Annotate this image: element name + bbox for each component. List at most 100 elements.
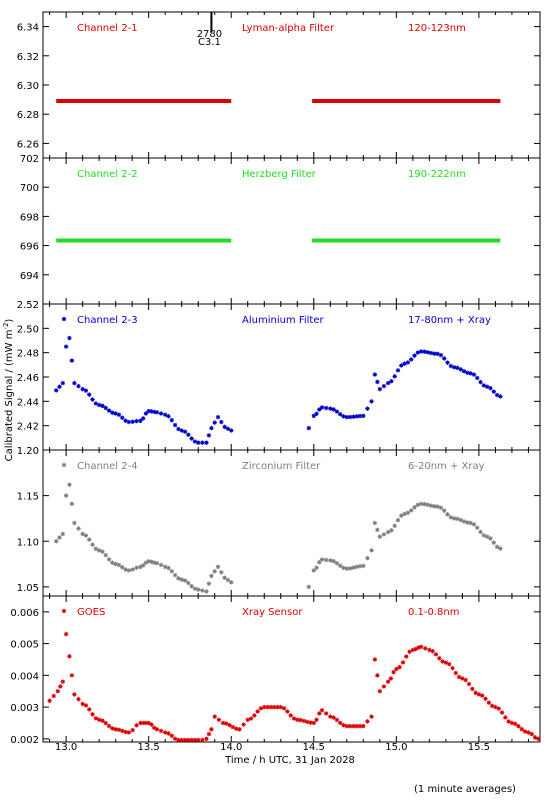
data-point [192,586,198,591]
data-point [430,648,435,654]
data-point [344,566,350,571]
data-point [69,358,75,363]
data-point [113,411,118,416]
panel-1: 6.26 6.28 6.30 6.32 6.34 Channel 2-1 Lyman-alp… [17,11,541,159]
channel-label: Channel 2-1 [77,23,138,34]
data-point [470,686,475,692]
data-point [130,419,135,424]
data-point [425,350,430,355]
data-point [451,365,457,370]
y-tick-label: 0.003 [10,703,39,714]
y-tick-label: 2.48 [17,349,39,360]
data-point [354,414,359,419]
data-point [496,706,501,711]
data-point [435,504,440,509]
data-point [140,416,146,421]
data-point [63,344,69,349]
data-point [301,718,307,724]
data-point [334,561,340,566]
data-point [468,371,473,376]
data-point [138,720,143,726]
data-point [138,564,143,569]
data-point [134,418,139,424]
data-point [427,647,432,653]
y-tick-label: 2.46 [17,373,39,384]
data-point [219,570,224,575]
data-point [308,720,313,725]
data-point [222,575,227,580]
data-point [484,384,490,389]
data-point [491,540,496,545]
data-point [433,652,439,657]
data-point [402,511,407,517]
data-point [481,533,487,538]
data-point [166,731,171,736]
data-point [140,720,146,726]
data-point [319,557,325,562]
filter-label: Lyman-alpha Filter [242,23,335,34]
data-point [143,411,149,416]
data-point [151,409,157,415]
data-point [230,724,236,730]
data-point [96,402,102,408]
data-point [227,722,232,728]
data-point [385,529,391,535]
data-point [106,723,112,729]
data-point [489,703,495,709]
data-point [471,522,477,527]
data-point [54,388,59,393]
data-point [361,563,366,569]
data-point [455,516,460,522]
data-point [476,692,482,697]
data-point [100,718,105,723]
footnote: (1 minute averages) [414,784,516,795]
data-point [354,723,359,729]
data-point [478,379,483,385]
data-point [450,665,455,671]
panel-4: 1.05 1.10 1.15 1.20 Channel 2-4 Zirconium Fil… [17,446,541,597]
data-point [347,414,353,420]
data-point [432,504,437,509]
data-point [225,426,231,431]
data-point [437,656,442,661]
data-point [341,723,346,728]
data-point [143,720,149,726]
data-point [453,670,458,676]
data-point [60,531,66,537]
data-point [351,414,356,419]
data-point [415,502,421,507]
flare-marker-class: C3.1 [198,37,221,48]
data-point [311,720,316,726]
data-point [475,525,480,530]
data-point [466,681,472,687]
data-point [513,721,518,727]
data-point [385,679,391,684]
data-point [314,565,319,570]
data-point [206,433,212,438]
data-point [130,727,135,733]
data-point [106,408,112,413]
data-point [96,548,102,553]
data-point [96,717,102,722]
data-point [54,539,59,544]
data-point [229,428,234,433]
data-point [176,426,181,432]
data-point [317,711,322,716]
data-point [473,690,478,696]
data-point [328,558,333,563]
data-point [442,356,447,361]
y-tick-label: 702 [20,154,39,165]
data-point [347,723,353,729]
data-point [172,422,178,428]
data-series [54,335,503,445]
data-point [498,394,503,399]
data-point [206,581,212,586]
data-point [463,677,468,683]
filter-label: Zirconium Filter [242,461,321,472]
data-point [69,673,75,678]
data-point [186,432,191,437]
data-point [341,414,346,419]
data-point [377,386,383,392]
filter-label: Herzberg Filter [242,169,317,180]
